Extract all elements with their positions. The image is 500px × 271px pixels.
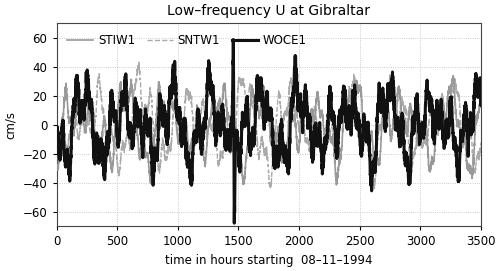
Y-axis label: cm/s: cm/s [4, 111, 17, 139]
Title: Low–frequency U at Gibraltar: Low–frequency U at Gibraltar [168, 4, 370, 18]
Legend: STIW1, SNTW1, WOCE1: STIW1, SNTW1, WOCE1 [62, 29, 311, 52]
X-axis label: time in hours starting  08–11–1994: time in hours starting 08–11–1994 [165, 254, 372, 267]
